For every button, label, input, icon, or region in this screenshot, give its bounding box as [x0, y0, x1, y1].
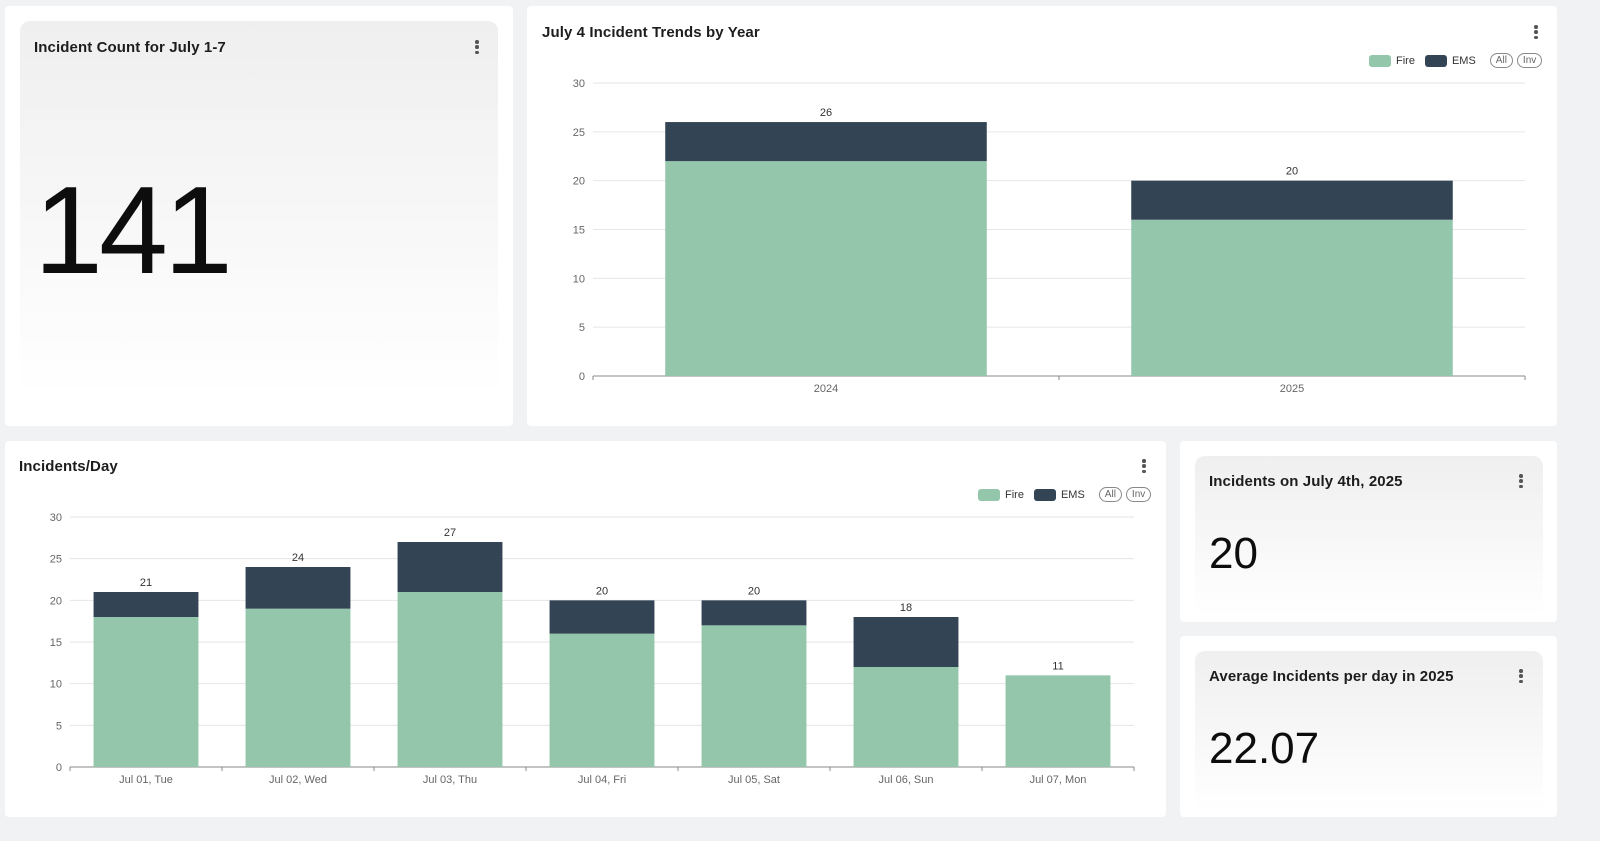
y-tick-label: 10 [573, 273, 585, 285]
bar-fire [549, 633, 655, 767]
bar-fire [665, 161, 987, 376]
bar-fire [93, 617, 199, 767]
daily-chart: 0 5 10 15 20 25 30 21 Jul 01, Tue 24 Jul 02, Wed 27… [50, 512, 1135, 786]
data-label: 20 [596, 585, 608, 597]
yearly-trend-panel: July 4 Incident Trends by Year Fire EMS … [527, 6, 1557, 426]
weekly-count-panel: Incident Count for July 1-7 141 [5, 6, 513, 426]
x-tick-label: Jul 01, Tue [119, 774, 173, 786]
legend-all-button[interactable]: All [1489, 53, 1513, 68]
y-tick-label: 30 [573, 78, 585, 90]
bar-fire [853, 667, 959, 767]
legend-fire-swatch [1369, 54, 1391, 67]
legend-fire-label: Fire [1396, 54, 1415, 67]
bar-fire [397, 592, 503, 767]
daily-legend: Fire EMS All Inv [978, 487, 1152, 502]
y-tick-label: 10 [50, 679, 62, 691]
y-tick-label: 15 [50, 637, 62, 649]
bar-fire [245, 608, 351, 767]
average-panel: Average Incidents per day in 2025 22.07 [1180, 636, 1557, 817]
average-menu-icon[interactable] [1514, 667, 1528, 685]
y-tick-label: 30 [50, 512, 62, 524]
x-tick-label: Jul 03, Thu [423, 774, 477, 786]
yearly-trend-menu-icon[interactable] [1529, 23, 1543, 41]
data-label: 20 [748, 585, 760, 597]
average-value: 22.07 [1209, 724, 1320, 773]
x-tick-label: Jul 07, Mon [1030, 774, 1087, 786]
legend-all-button[interactable]: All [1098, 487, 1122, 502]
daily-panel: Incidents/Day Fire EMS All Inv 0 5 10 15 20 2… [5, 441, 1166, 817]
bar-ems [1131, 180, 1453, 220]
legend-fire-label: Fire [1005, 488, 1024, 501]
data-label: 27 [444, 527, 456, 539]
bar-fire [1005, 675, 1111, 767]
y-tick-label: 0 [56, 762, 62, 774]
weekly-count-card: Incident Count for July 1-7 141 [20, 21, 498, 396]
bar-ems [665, 122, 987, 162]
legend-ems-swatch [1424, 54, 1447, 67]
bar-ems [93, 592, 199, 617]
y-tick-label: 25 [573, 127, 585, 139]
y-tick-label: 0 [579, 371, 585, 383]
bar-ems [701, 600, 807, 626]
daily-title: Incidents/Day [19, 458, 118, 475]
yearly-trend-legend: Fire EMS All Inv [1369, 53, 1543, 68]
bar-ems [245, 567, 351, 609]
july4-value: 20 [1209, 529, 1258, 578]
weekly-count-menu-icon[interactable] [470, 38, 484, 56]
y-tick-label: 15 [573, 225, 585, 237]
y-tick-label: 5 [56, 720, 62, 732]
data-label: 11 [1052, 660, 1063, 672]
data-label: 20 [1286, 166, 1298, 178]
x-tick-label: 2025 [1280, 383, 1304, 395]
x-tick-label: Jul 02, Wed [269, 774, 327, 786]
legend-ems[interactable]: EMS [1033, 488, 1085, 501]
y-tick-label: 20 [573, 176, 585, 188]
x-tick-label: 2024 [814, 383, 838, 395]
weekly-count-value: 141 [34, 162, 233, 300]
data-label: 18 [900, 602, 912, 614]
x-tick-label: Jul 05, Sat [728, 774, 780, 786]
legend-inv-button[interactable]: Inv [1516, 53, 1543, 68]
legend-ems[interactable]: EMS [1424, 54, 1476, 67]
y-tick-label: 20 [50, 595, 62, 607]
x-tick-label: Jul 04, Fri [578, 774, 626, 786]
legend-ems-label: EMS [1451, 54, 1476, 67]
data-label: 26 [820, 107, 832, 119]
bar-ems [549, 600, 655, 634]
weekly-count-title: Incident Count for July 1-7 [34, 39, 226, 56]
july4-card: Incidents on July 4th, 2025 20 [1195, 456, 1543, 616]
average-card: Average Incidents per day in 2025 22.07 [1195, 651, 1543, 811]
data-label: 21 [140, 577, 152, 589]
bar-ems [397, 542, 503, 592]
legend-fire-swatch [978, 488, 1000, 501]
yearly-trend-title: July 4 Incident Trends by Year [542, 24, 760, 41]
legend-inv-button[interactable]: Inv [1125, 487, 1152, 502]
daily-menu-icon[interactable] [1137, 457, 1151, 475]
legend-ems-label: EMS [1060, 488, 1085, 501]
july4-title: Incidents on July 4th, 2025 [1209, 473, 1403, 490]
legend-fire[interactable]: Fire [1369, 54, 1415, 67]
july4-panel: Incidents on July 4th, 2025 20 [1180, 441, 1557, 622]
bar-fire [701, 625, 807, 767]
average-title: Average Incidents per day in 2025 [1209, 668, 1454, 685]
legend-fire[interactable]: Fire [978, 488, 1024, 501]
y-tick-label: 5 [579, 322, 585, 334]
bar-ems [853, 617, 959, 667]
x-tick-label: Jul 06, Sun [878, 774, 933, 786]
y-tick-label: 25 [50, 554, 62, 566]
bar-fire [1131, 219, 1453, 376]
legend-ems-swatch [1033, 488, 1056, 501]
data-label: 24 [292, 552, 304, 564]
july4-menu-icon[interactable] [1514, 472, 1528, 490]
